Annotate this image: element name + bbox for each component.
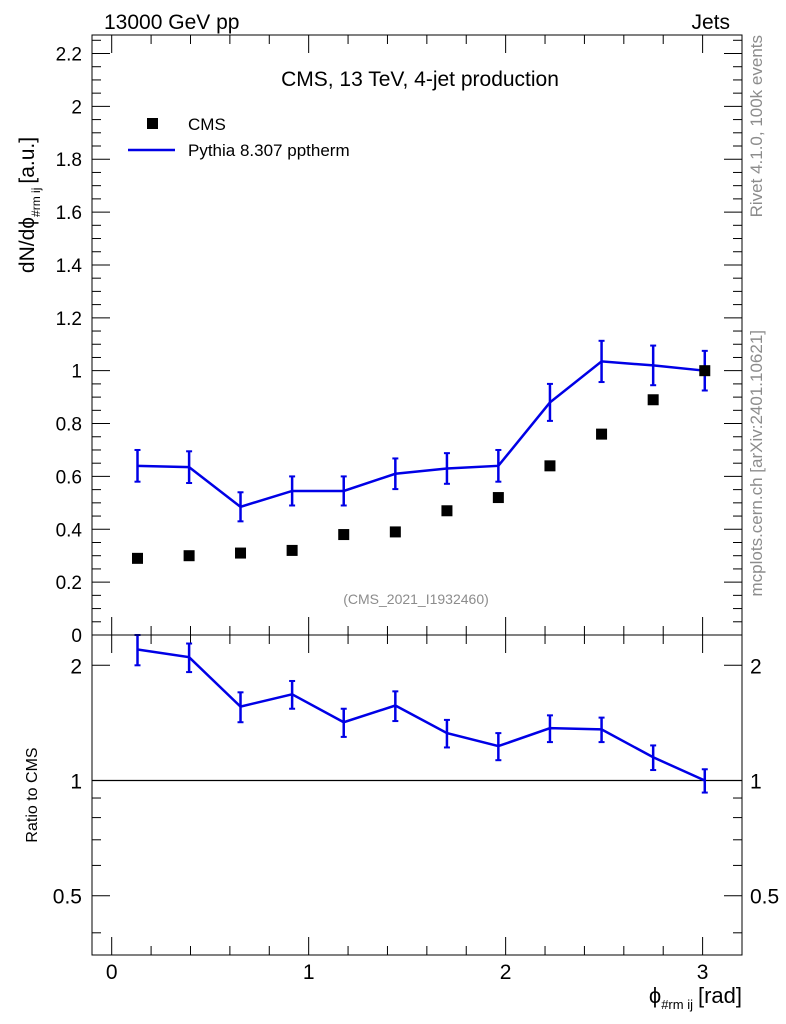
x-label-sub: #rm ij: [661, 997, 693, 1012]
cms-data-point: [132, 552, 143, 564]
cms-data-point: [492, 492, 504, 504]
x-axis-label: ϕ#rm ij [rad]: [649, 983, 742, 1012]
main-y-tick-labels: 0 0.2 0.4 0.6 0.8 1 1.2 1.4 1.6 1.8 2 2.2: [56, 45, 83, 647]
main-y-axis-label: dN/dϕ#rm ij [a.u.]: [16, 137, 43, 273]
cms-data-point: [286, 544, 298, 556]
y-tick-label: 0.6: [56, 467, 82, 488]
cms-data-point: [389, 526, 401, 538]
analysis-id: (CMS_2021_I1932460): [343, 591, 489, 607]
cms-data-point: [647, 394, 659, 406]
cms-data-point: [596, 428, 608, 440]
ratio-frame: [91, 634, 743, 956]
y-tick-label: 2: [71, 97, 82, 118]
y-tick-label: 0: [71, 626, 82, 647]
x-label-main: ϕ: [649, 983, 661, 1008]
main-panel: 0 0.2 0.4 0.6 0.8 1 1.2 1.4 1.6 1.8 2 2.2 CMS, 13 T…: [16, 34, 743, 647]
category-label: Jets: [691, 11, 730, 34]
y-label-main: dN/dϕ: [16, 217, 39, 273]
legend: CMS Pythia 8.307 pptherm: [128, 115, 350, 160]
x-tick-label: 2: [500, 961, 512, 984]
x-label-unit: [rad]: [698, 983, 742, 1008]
ratio-panel: 0.5 0.5 1 1 2 2 0 1 2 3 Ratio to CMS ϕ#rm ij [rad…: [24, 634, 779, 1012]
cms-data-point: [338, 529, 350, 541]
x-tick-label: 3: [697, 961, 709, 984]
x-tick-labels: 0 1 2 3: [106, 961, 709, 984]
x-tick-label: 1: [303, 961, 315, 984]
cms-data-point: [441, 505, 453, 517]
rivet-version-label: Rivet 4.1.0, 100k events: [747, 35, 766, 217]
cms-data-point: [235, 547, 247, 559]
ratio-y-tick-label-left: 2: [70, 655, 82, 678]
y-label-sub: #rm ij: [29, 188, 43, 217]
cms-data-point: [699, 365, 711, 377]
ratio-y-axis-label: Ratio to CMS: [24, 747, 41, 842]
ratio-y-tick-labels: 0.5 0.5 1 1 2 2: [53, 655, 779, 908]
ratio-y-tick-label-right: 0.5: [750, 886, 779, 909]
ratio-y-tick-label-right: 1: [750, 771, 762, 794]
y-tick-label: 1.4: [56, 256, 83, 277]
legend-label-pythia: Pythia 8.307 pptherm: [188, 141, 350, 160]
x-tick-label: 0: [106, 961, 118, 984]
svg-text:dN/dϕ#rm ij[a.u.]: dN/dϕ#rm ij [a.u.]: [16, 137, 43, 273]
y-tick-label: 1.2: [56, 309, 82, 330]
ratio-line: [137, 648, 706, 782]
ratio-data-layer: [92, 634, 742, 794]
ratio-y-tick-label-left: 0.5: [53, 886, 82, 909]
pythia-line: [137, 360, 705, 509]
svg-text:ϕ#rm ij[rad]: ϕ#rm ij [rad]: [649, 983, 742, 1012]
ratio-y-tick-label-right: 2: [750, 655, 762, 678]
y-tick-label: 1.8: [56, 150, 82, 171]
y-tick-label: 0.4: [56, 520, 83, 541]
source-label: mcplots.cern.ch [arXiv:2401.10621]: [747, 330, 766, 596]
main-tick-marks: [92, 35, 743, 636]
ratio-tick-marks: [92, 635, 743, 955]
y-label-unit: [a.u.]: [16, 137, 39, 184]
main-data-layer: [132, 339, 711, 564]
cms-data-point: [544, 460, 556, 472]
cms-data-point: [183, 550, 195, 562]
legend-marker-cms: [147, 118, 158, 129]
y-tick-label: 0.2: [56, 573, 82, 594]
legend-label-cms: CMS: [188, 115, 226, 134]
y-tick-label: 1: [71, 362, 82, 383]
y-tick-label: 1.6: [56, 203, 82, 224]
energy-label: 13000 GeV pp: [104, 11, 239, 34]
ratio-y-tick-label-left: 1: [70, 771, 82, 794]
chart-title: CMS, 13 TeV, 4-jet production: [281, 68, 559, 91]
y-tick-label: 0.8: [56, 415, 82, 436]
y-tick-label: 2.2: [56, 45, 82, 66]
